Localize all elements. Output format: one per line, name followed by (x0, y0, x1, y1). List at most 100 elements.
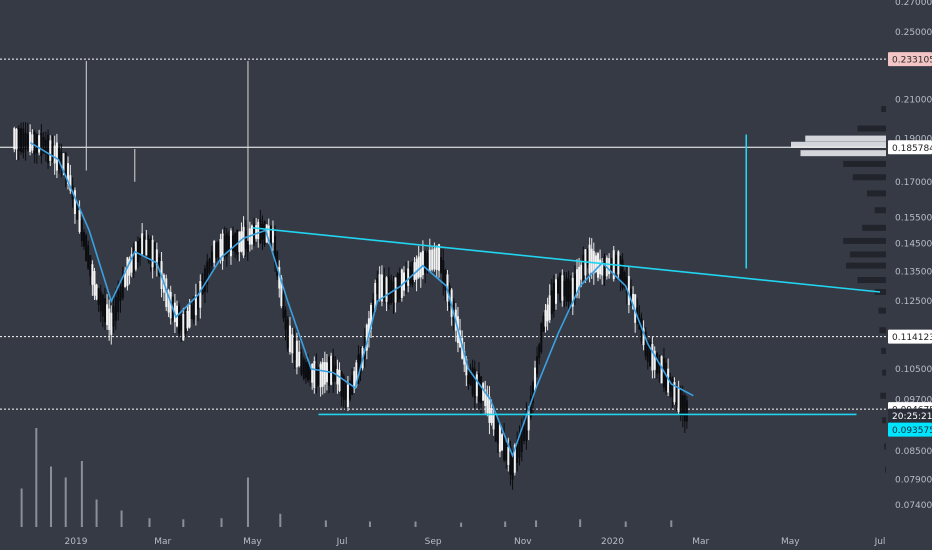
time-tick-label: Sep (425, 537, 442, 547)
candle-body (632, 293, 635, 309)
candle-body (490, 407, 493, 423)
candle-body (234, 232, 237, 253)
volume-bar (414, 521, 417, 527)
candle-body (658, 359, 661, 374)
candle-body (99, 290, 102, 312)
volume-profile-bar (879, 327, 886, 334)
candle-body (317, 367, 320, 386)
candle-body (276, 251, 279, 277)
candle-body (467, 369, 470, 384)
candle-body (73, 190, 76, 215)
time-tick-label: 2019 (65, 537, 88, 547)
candle-body (126, 257, 129, 286)
candle-body (304, 362, 307, 379)
volume-bar (148, 518, 151, 527)
candle-body (87, 245, 90, 269)
candle-body (675, 386, 678, 406)
candle-body (215, 243, 218, 259)
volume-profile-bar (805, 135, 886, 142)
candle-body (269, 226, 272, 244)
volume-bar (624, 521, 627, 527)
candle-body (47, 134, 50, 164)
candle-body (145, 239, 148, 256)
candle-body (536, 356, 539, 375)
candle-body (601, 261, 604, 276)
candle-body (242, 226, 245, 256)
candle-body (372, 299, 375, 314)
candle-body (477, 373, 480, 403)
candle-body (196, 293, 199, 310)
time-tick-label: Mar (692, 537, 709, 547)
candle-body (415, 258, 418, 280)
volume-bar (50, 466, 53, 527)
candle-body (114, 296, 117, 321)
volume-profile-bar (878, 307, 886, 314)
volume-profile-bar (885, 466, 886, 473)
candle-body (128, 259, 131, 276)
candle-body (417, 256, 420, 278)
candle-body (383, 277, 386, 300)
volume-bars (20, 428, 673, 527)
candle-body (520, 427, 523, 453)
candle-body (355, 362, 358, 387)
candle-body (380, 274, 383, 302)
candle-body (300, 353, 303, 375)
candle-body (640, 318, 643, 342)
moving-average (29, 142, 694, 458)
candle-body (225, 233, 228, 257)
candle-body (64, 152, 67, 176)
candle-body (227, 236, 230, 252)
trendlines (252, 134, 881, 416)
last-price-badge: 0.093575 (892, 426, 932, 436)
candle-body (392, 281, 395, 303)
candle-body (378, 274, 381, 300)
trendline-descending-resistance (252, 227, 881, 293)
candle-body (469, 371, 472, 386)
candle-body (433, 248, 436, 270)
candle-body (263, 220, 266, 245)
time-tick-label: Jul (336, 537, 348, 547)
candle-body (646, 340, 649, 362)
candle-body (151, 239, 154, 268)
candle-body (203, 268, 206, 292)
candle-body (353, 371, 356, 389)
candle-body (667, 368, 670, 393)
volume-bar (579, 519, 582, 527)
time-axis[interactable]: 2019 Mar May Jul Sep Nov 2020 Mar May Jul (65, 537, 886, 547)
candle-body (542, 315, 545, 332)
candle-body (544, 310, 547, 327)
candle-body (108, 308, 111, 330)
candle-body (42, 136, 45, 153)
candle-body (642, 328, 645, 346)
candle-body (559, 273, 562, 301)
candle-body (253, 223, 256, 244)
candle-body (143, 235, 146, 256)
time-tick-label: Jul (874, 537, 886, 547)
candle-body (482, 383, 485, 401)
candle-body (588, 244, 591, 274)
candle-body (213, 240, 216, 263)
volume-profile-bar (867, 190, 886, 197)
candle-body (511, 450, 514, 480)
price-level-badge: 0.185784 (892, 144, 932, 154)
candle-body (374, 283, 377, 311)
candle-body (323, 362, 326, 385)
candle-body (619, 256, 622, 281)
candle-body (534, 367, 537, 391)
candle-body (302, 359, 305, 379)
volume-profile-bar (880, 392, 886, 399)
candle-body (370, 304, 373, 330)
candle-body (319, 363, 322, 388)
volume-bar (95, 499, 98, 527)
volume-profile-bar (843, 160, 886, 167)
candle-body (139, 238, 142, 258)
volume-profile-bar (874, 207, 886, 214)
volume-profile-bar (882, 417, 886, 424)
candle-body (376, 278, 379, 294)
candle-body (284, 309, 287, 330)
candle-body (359, 353, 362, 374)
candle-body (20, 128, 23, 153)
